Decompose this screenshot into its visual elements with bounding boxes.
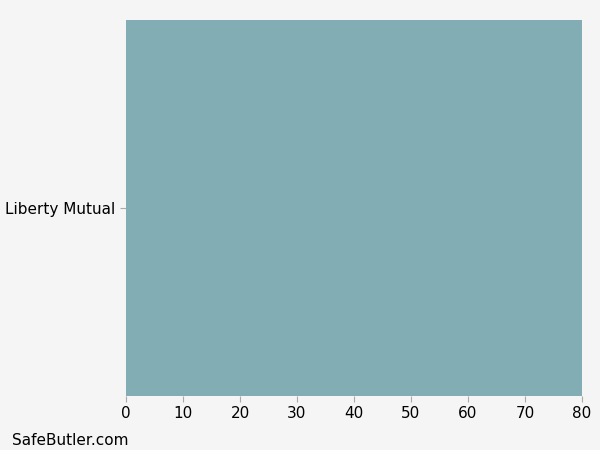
Text: SafeButler.com: SafeButler.com (12, 433, 128, 448)
